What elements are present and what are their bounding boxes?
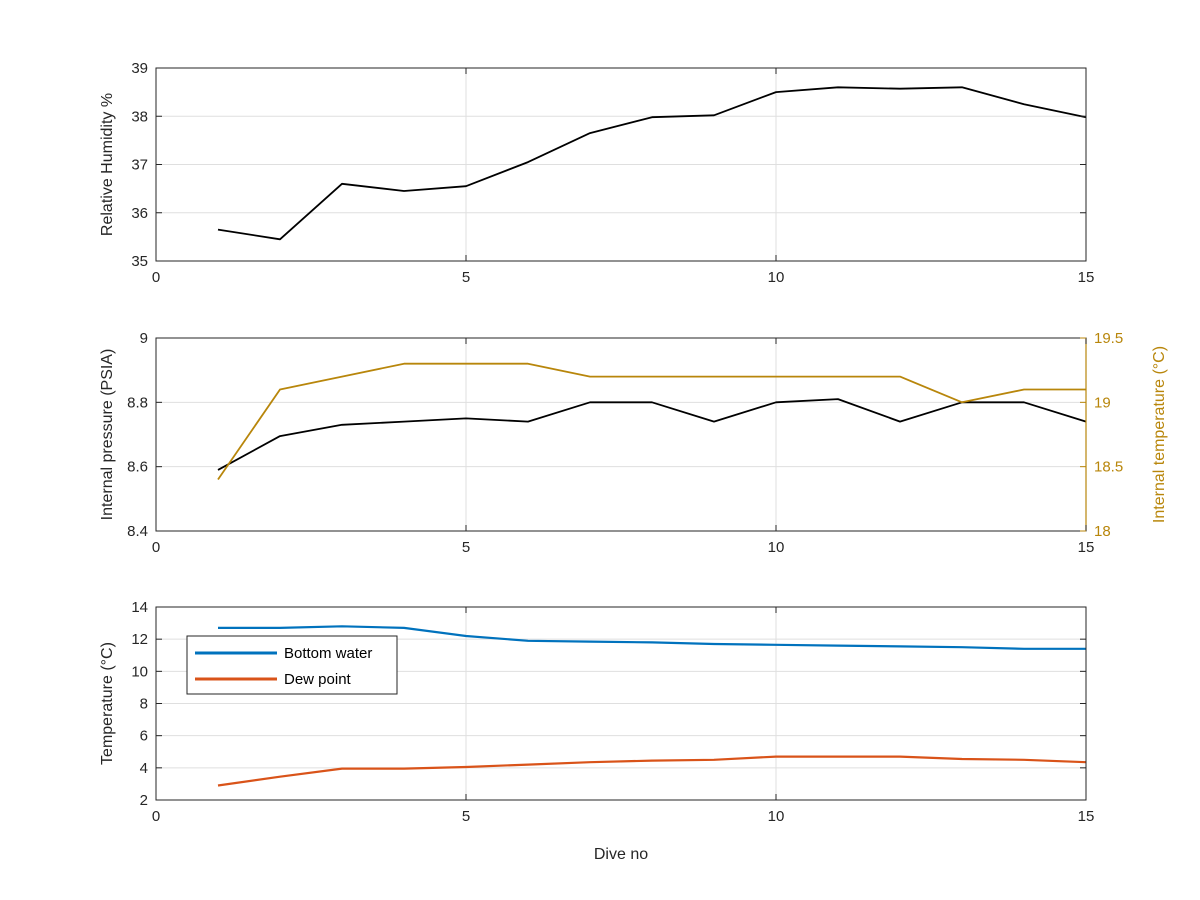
legend-entry: Dew point xyxy=(284,671,352,688)
y-tick-label: 35 xyxy=(131,253,148,270)
x-axis-label: Dive no xyxy=(594,846,648,863)
series-line-1 xyxy=(217,398,1087,471)
x-tick-label: 10 xyxy=(768,539,785,556)
right-y-tick-label: 19 xyxy=(1094,394,1111,411)
series-line-1 xyxy=(217,86,1087,241)
x-tick-label: 0 xyxy=(152,539,160,556)
y-axis-label: Internal pressure (PSIA) xyxy=(99,349,116,521)
x-tick-label: 0 xyxy=(152,808,160,825)
y-tick-label: 4 xyxy=(140,760,148,777)
x-tick-label: 5 xyxy=(462,539,470,556)
y-tick-label: 37 xyxy=(131,157,148,174)
y-axis-label: Relative Humidity % xyxy=(99,93,116,236)
subplot-3: 0 5 10 15 2 4 6 8 10 12 14 Temperature (°C) Dive no B… xyxy=(99,599,1094,863)
subplot-1: 0 5 10 15 35 36 37 38 39 Relative Humidity % xyxy=(99,60,1094,286)
legend: Bottom water Dew point xyxy=(186,635,398,695)
legend-box xyxy=(186,635,398,695)
y-tick-label: 8 xyxy=(140,696,148,713)
right-y-tick-label: 19.5 xyxy=(1094,330,1123,347)
y-tick-label: 39 xyxy=(131,60,148,77)
dew-point-line xyxy=(217,755,1087,787)
x-tick-label: 0 xyxy=(152,269,160,286)
y-tick-label: 36 xyxy=(131,205,148,222)
x-tick-label: 5 xyxy=(462,808,470,825)
y-tick-label: 10 xyxy=(131,663,148,680)
plot-area xyxy=(156,338,1086,531)
y-tick-label: 6 xyxy=(140,728,148,745)
subplot-2: 0 5 10 15 8.4 8.6 8.8 9 18 18.5 19 19.5 Internal pre… xyxy=(99,330,1168,556)
y-tick-label: 38 xyxy=(131,108,148,125)
x-tick-label: 15 xyxy=(1078,539,1095,556)
right-y-axis-label: Internal temperature (°C) xyxy=(1151,346,1168,523)
internal-temperature-line xyxy=(217,362,1086,481)
right-y-tick-label: 18 xyxy=(1094,523,1111,540)
y-tick-label: 9 xyxy=(140,330,148,347)
y-tick-label: 8.4 xyxy=(127,523,148,540)
x-tick-label: 15 xyxy=(1078,808,1095,825)
legend-entry: Bottom water xyxy=(284,645,372,662)
y-axis-label: Temperature (°C) xyxy=(99,642,116,765)
y-tick-label: 2 xyxy=(140,792,148,809)
x-tick-label: 15 xyxy=(1078,269,1095,286)
y-tick-label: 12 xyxy=(131,631,148,648)
right-y-tick-label: 18.5 xyxy=(1094,459,1123,476)
x-tick-label: 5 xyxy=(462,269,470,286)
y-tick-label: 14 xyxy=(131,599,148,616)
y-tick-label: 8.6 xyxy=(127,459,148,476)
bottom-water-line xyxy=(218,625,1086,650)
x-tick-label: 10 xyxy=(768,269,785,286)
x-tick-label: 10 xyxy=(768,808,785,825)
y-tick-label: 8.8 xyxy=(127,394,148,411)
